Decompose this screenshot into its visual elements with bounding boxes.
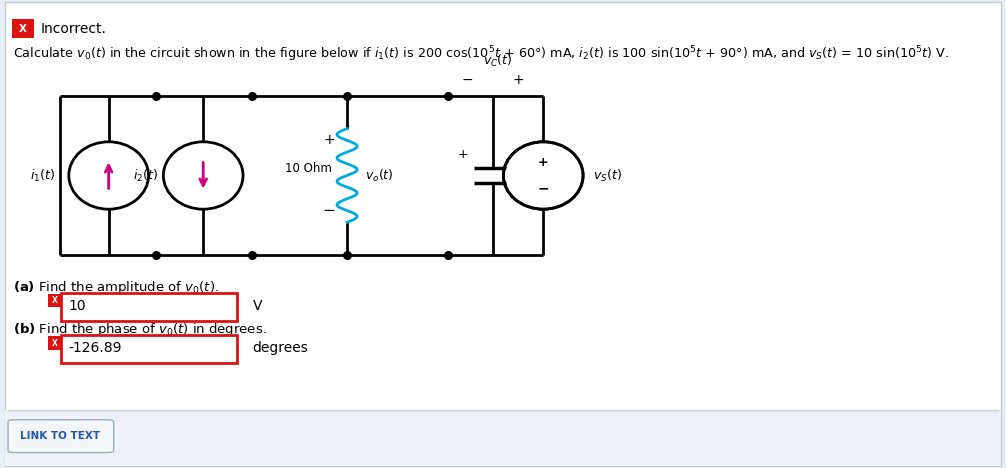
Text: −: − [323, 203, 335, 218]
Text: X: X [52, 338, 57, 348]
Text: +: + [538, 156, 548, 169]
Text: -126.89: -126.89 [68, 341, 122, 355]
Text: $i_1(t)$: $i_1(t)$ [30, 168, 55, 183]
Text: Incorrect.: Incorrect. [40, 22, 106, 36]
Text: −: − [537, 182, 549, 196]
Text: $i_2(t)$: $i_2(t)$ [134, 168, 158, 183]
Text: −: − [537, 182, 549, 196]
FancyBboxPatch shape [48, 336, 61, 350]
Text: 10 Ohm: 10 Ohm [285, 162, 332, 175]
Text: Calculate $v_0(t)$ in the circuit shown in the figure below if $i_1(t)$ is 200 c: Calculate $v_0(t)$ in the circuit shown … [13, 44, 950, 64]
FancyBboxPatch shape [12, 19, 34, 38]
FancyBboxPatch shape [5, 410, 1001, 466]
Text: +: + [538, 156, 548, 169]
Text: 250 nF: 250 nF [525, 148, 568, 161]
FancyBboxPatch shape [5, 2, 1001, 466]
Text: X: X [52, 296, 57, 306]
Ellipse shape [505, 143, 581, 208]
FancyBboxPatch shape [61, 335, 237, 363]
FancyBboxPatch shape [48, 294, 61, 307]
FancyBboxPatch shape [61, 292, 237, 321]
Text: $v_o(t)$: $v_o(t)$ [365, 168, 394, 183]
Text: +: + [512, 73, 524, 87]
Text: +: + [323, 133, 335, 147]
Text: 10: 10 [68, 299, 87, 313]
FancyBboxPatch shape [8, 420, 114, 453]
Text: V: V [253, 299, 262, 313]
Text: $\mathbf{(a)}$ Find the amplitude of $v_0(t)$.: $\mathbf{(a)}$ Find the amplitude of $v_… [13, 279, 219, 296]
Text: $v_S(t)$: $v_S(t)$ [594, 168, 622, 183]
Text: LINK TO TEXT: LINK TO TEXT [20, 431, 101, 441]
Text: $v_C(t)$: $v_C(t)$ [483, 53, 513, 69]
Text: −: − [462, 73, 474, 87]
Text: +: + [458, 148, 468, 161]
Text: degrees: degrees [253, 341, 309, 355]
Text: $\mathbf{(b)}$ Find the phase of $v_0(t)$ in degrees.: $\mathbf{(b)}$ Find the phase of $v_0(t)… [13, 322, 267, 338]
Text: X: X [19, 23, 27, 34]
